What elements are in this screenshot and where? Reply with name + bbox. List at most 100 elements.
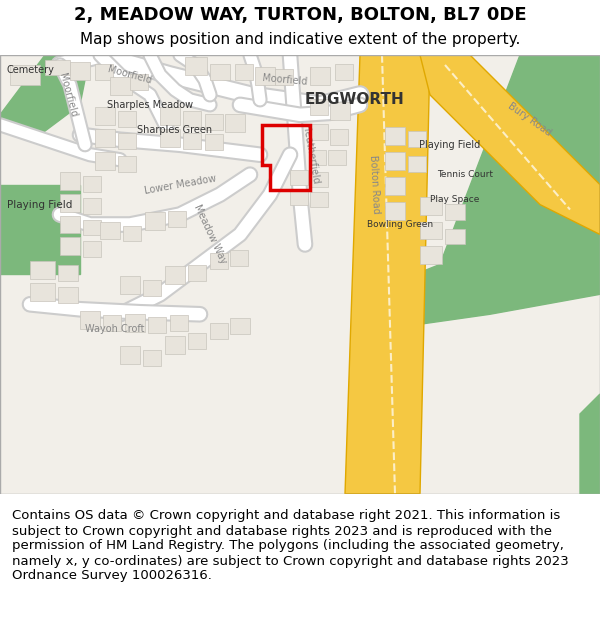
Bar <box>100 221 120 239</box>
Bar <box>123 226 141 241</box>
Bar <box>420 246 442 264</box>
Bar <box>103 315 121 331</box>
Bar <box>445 229 465 244</box>
Polygon shape <box>420 55 600 234</box>
Bar <box>165 336 185 354</box>
Bar <box>45 60 70 75</box>
Bar <box>83 241 101 258</box>
Bar <box>120 276 140 294</box>
Bar <box>168 211 186 226</box>
Bar <box>160 107 180 125</box>
Bar <box>420 197 442 214</box>
Bar <box>330 129 348 145</box>
Bar <box>95 129 115 147</box>
Polygon shape <box>0 184 80 274</box>
Bar <box>188 333 206 349</box>
Text: Tennis Court: Tennis Court <box>437 170 493 179</box>
Text: Play Space: Play Space <box>430 195 479 204</box>
Bar <box>290 169 308 184</box>
Bar <box>183 111 201 127</box>
Text: Playing Field: Playing Field <box>419 140 481 150</box>
Text: Meadow Way: Meadow Way <box>192 203 228 266</box>
Text: Wayoh Croft: Wayoh Croft <box>85 324 145 334</box>
Bar <box>290 189 308 204</box>
Text: Bolton Road: Bolton Road <box>368 155 382 214</box>
Bar <box>83 219 101 236</box>
Bar <box>10 65 40 85</box>
Text: Sharples Green: Sharples Green <box>137 125 212 135</box>
Bar <box>165 266 185 284</box>
Bar <box>210 64 230 80</box>
Bar <box>205 114 223 130</box>
Text: Moorfield: Moorfield <box>262 73 308 87</box>
Text: Contains OS data © Crown copyright and database right 2021. This information is : Contains OS data © Crown copyright and d… <box>12 509 569 582</box>
Bar <box>143 281 161 296</box>
Bar <box>310 67 330 85</box>
Text: Cemetery: Cemetery <box>6 65 54 75</box>
Bar <box>310 99 328 115</box>
Text: Lower Meadow: Lower Meadow <box>143 173 217 196</box>
Bar <box>183 132 201 149</box>
Bar <box>60 238 80 256</box>
Bar <box>130 74 148 90</box>
Bar <box>330 102 350 120</box>
Text: Moorfield: Moorfield <box>58 72 79 118</box>
Bar <box>145 211 165 229</box>
Bar <box>170 315 188 331</box>
Text: 2, MEADOW WAY, TURTON, BOLTON, BL7 0DE: 2, MEADOW WAY, TURTON, BOLTON, BL7 0DE <box>74 6 526 24</box>
Bar <box>385 202 405 219</box>
Bar <box>210 323 228 339</box>
Bar <box>310 150 326 164</box>
Bar <box>385 152 405 169</box>
Bar <box>408 131 426 147</box>
Bar <box>420 221 442 239</box>
Bar <box>385 127 405 145</box>
Bar <box>275 69 293 85</box>
Bar <box>60 172 80 189</box>
Bar <box>205 134 223 150</box>
Bar <box>230 318 250 334</box>
Bar <box>118 132 136 149</box>
Polygon shape <box>345 55 430 494</box>
Text: Heatherfield: Heatherfield <box>300 124 320 186</box>
Bar <box>95 64 113 80</box>
Bar <box>210 253 228 269</box>
Bar <box>60 194 80 211</box>
Bar <box>385 177 405 194</box>
Bar <box>58 288 78 303</box>
Bar <box>225 114 245 132</box>
Bar <box>58 266 78 281</box>
Bar <box>230 251 248 266</box>
Bar <box>328 150 346 164</box>
Bar <box>70 62 90 80</box>
Text: Sharples Meadow: Sharples Meadow <box>107 100 193 110</box>
Bar <box>83 198 101 214</box>
Bar <box>110 77 132 95</box>
Bar <box>95 107 115 125</box>
Text: Map shows position and indicative extent of the property.: Map shows position and indicative extent… <box>80 32 520 47</box>
Bar <box>148 318 166 333</box>
Bar <box>310 192 328 207</box>
Bar <box>408 156 426 172</box>
Bar <box>118 111 136 127</box>
Text: Bowling Green: Bowling Green <box>367 220 433 229</box>
Bar <box>185 57 207 75</box>
Polygon shape <box>390 55 600 324</box>
Bar <box>160 129 180 147</box>
Bar <box>310 172 328 187</box>
Bar <box>143 350 161 366</box>
Bar <box>80 311 100 329</box>
Polygon shape <box>580 394 600 494</box>
Bar <box>255 67 275 85</box>
Bar <box>83 176 101 192</box>
Text: Bury Road: Bury Road <box>506 101 554 138</box>
Bar <box>235 64 253 80</box>
Bar <box>445 204 465 219</box>
Bar <box>310 124 328 140</box>
Text: Playing Field: Playing Field <box>7 199 73 209</box>
Bar <box>30 283 55 301</box>
Text: EDGWORTH: EDGWORTH <box>305 92 405 108</box>
Bar <box>125 314 145 332</box>
Bar <box>120 346 140 364</box>
Bar <box>118 156 136 172</box>
